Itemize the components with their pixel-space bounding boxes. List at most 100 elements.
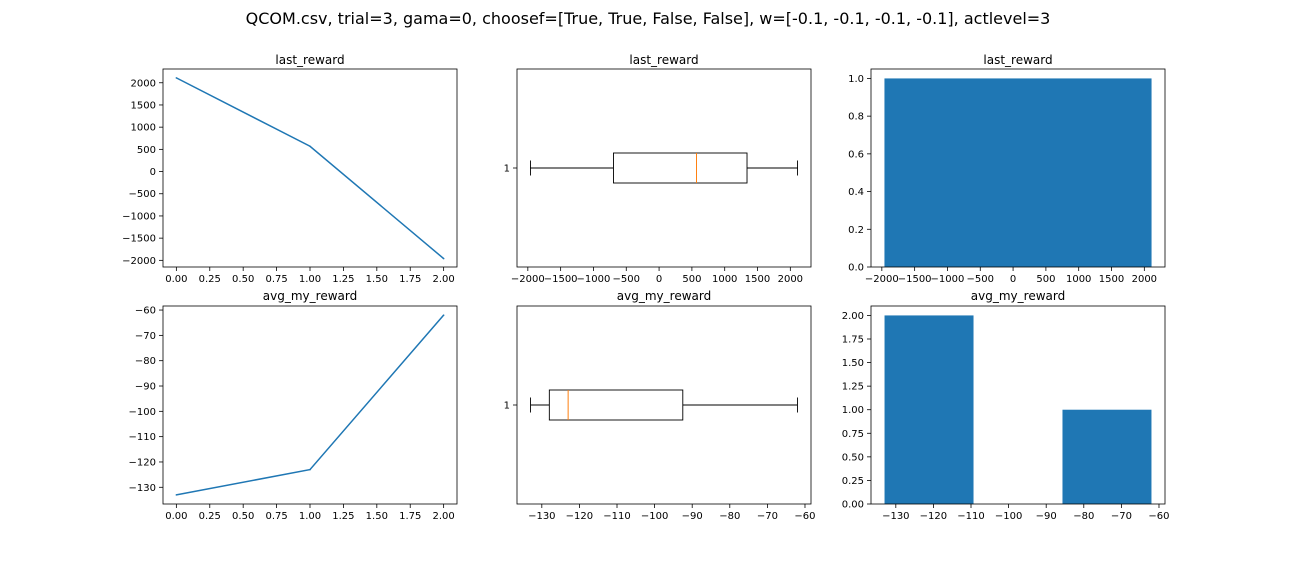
figure-title: QCOM.csv, trial=3, gama=0, choosef=[True… bbox=[246, 9, 1051, 28]
x-tick-label: 1.25 bbox=[332, 511, 354, 522]
plot-title: last_reward bbox=[629, 53, 698, 67]
data-point bbox=[442, 257, 445, 260]
boxplot-last-reward: last_reward −2000−1500−1000 −500 0 500 1000 1… bbox=[504, 53, 812, 285]
x-tick-label: −130 bbox=[882, 511, 909, 522]
x-tick-label: 0.25 bbox=[199, 511, 221, 522]
y-tick-label: −60 bbox=[135, 306, 156, 317]
y-tick-label: 1500 bbox=[131, 100, 156, 111]
y-tick-label: −500 bbox=[129, 189, 156, 200]
histogram-last-reward: last_reward −2000−1500−1000 −500 0 500 1000 1… bbox=[848, 53, 1166, 285]
x-tick-label: −60 bbox=[1148, 511, 1169, 522]
y-tick-label: −2000 bbox=[122, 256, 156, 267]
y-tick-label: 0.6 bbox=[848, 149, 864, 160]
y-tick-label: −1000 bbox=[122, 211, 156, 222]
x-tick-label: 1.75 bbox=[399, 511, 421, 522]
series-line bbox=[176, 314, 445, 496]
x-tick-label: −80 bbox=[1073, 511, 1094, 522]
x-tick-label: −70 bbox=[757, 511, 778, 522]
x-tick-label: 1500 bbox=[745, 274, 770, 285]
x-tick-label: 1.75 bbox=[399, 274, 421, 285]
x-tick-label: 2.00 bbox=[433, 511, 455, 522]
x-tick-label: −130 bbox=[528, 511, 555, 522]
x-tick-label: 1.50 bbox=[366, 511, 388, 522]
x-tick-label: 0.50 bbox=[232, 274, 254, 285]
x-tick-label: −60 bbox=[794, 511, 815, 522]
x-tick-label: −1500 bbox=[544, 274, 578, 285]
x-tick-label: 0.25 bbox=[199, 274, 221, 285]
y-tick-label: −1500 bbox=[122, 234, 156, 245]
histogram-bar bbox=[884, 78, 1152, 267]
y-tick-label: 500 bbox=[137, 145, 156, 156]
x-tick-label: −80 bbox=[719, 511, 740, 522]
x-tick-label: 0.00 bbox=[165, 274, 187, 285]
iqr-box bbox=[613, 152, 748, 184]
x-tick-label: 500 bbox=[1036, 274, 1055, 285]
y-tick-label: 1 bbox=[504, 401, 510, 412]
iqr-box bbox=[548, 389, 684, 421]
x-tick-label: 0 bbox=[656, 274, 662, 285]
y-tick-label: −80 bbox=[135, 356, 156, 367]
x-tick-label: 1000 bbox=[1066, 274, 1091, 285]
histogram-avg-my-reward: avg_my_reward −130 −120 −110 −100 −90 −80 −70 −… bbox=[842, 289, 1170, 522]
y-tick-label: 0.75 bbox=[842, 429, 864, 440]
y-tick-label: −120 bbox=[129, 457, 156, 468]
boxplot-avg-my-reward: avg_my_reward −130 −120 −110 −100 −90 −80 −70 −… bbox=[504, 289, 816, 522]
data-point bbox=[309, 468, 311, 471]
y-tick-label: 1 bbox=[504, 164, 510, 175]
line-plot-last-reward: last_reward 0.00 0.25 0.50 0.75 1.00 1.25 1.50… bbox=[122, 53, 458, 285]
x-tick-label: −100 bbox=[641, 511, 668, 522]
y-tick-label: 0 bbox=[150, 167, 156, 178]
x-tick-label: −70 bbox=[1111, 511, 1132, 522]
plot-title: avg_my_reward bbox=[617, 289, 711, 303]
x-tick-label: 0.75 bbox=[265, 274, 287, 285]
y-tick-label: −110 bbox=[129, 432, 156, 443]
x-tick-label: −500 bbox=[967, 274, 994, 285]
x-tick-label: 1.00 bbox=[299, 274, 321, 285]
x-tick-label: −90 bbox=[682, 511, 703, 522]
x-tick-label: −1500 bbox=[898, 274, 932, 285]
axes-frame bbox=[162, 68, 458, 268]
axes-frame bbox=[162, 305, 458, 505]
y-tick-label: −70 bbox=[135, 331, 156, 342]
x-tick-label: 1.00 bbox=[299, 511, 321, 522]
x-tick-label: −110 bbox=[603, 511, 630, 522]
x-tick-label: 1.25 bbox=[332, 274, 354, 285]
y-tick-label: 0.2 bbox=[848, 225, 864, 236]
x-tick-label: −1000 bbox=[931, 274, 965, 285]
x-tick-label: −120 bbox=[566, 511, 593, 522]
plot-title: last_reward bbox=[275, 53, 344, 67]
x-tick-label: 1500 bbox=[1099, 274, 1124, 285]
y-tick-label: 1.25 bbox=[842, 382, 864, 393]
x-tick-label: 0.00 bbox=[165, 511, 187, 522]
x-tick-label: −120 bbox=[920, 511, 947, 522]
y-tick-label: −100 bbox=[129, 407, 156, 418]
histogram-bar bbox=[884, 315, 974, 504]
y-tick-label: 0.4 bbox=[848, 187, 864, 198]
plot-title: avg_my_reward bbox=[971, 289, 1065, 303]
y-tick-label: 0.00 bbox=[842, 500, 864, 511]
y-tick-label: 1000 bbox=[131, 123, 156, 134]
y-tick-label: 0.25 bbox=[842, 476, 864, 487]
x-tick-label: 2000 bbox=[1132, 274, 1157, 285]
x-tick-label: −110 bbox=[957, 511, 984, 522]
x-tick-label: 2000 bbox=[778, 274, 803, 285]
x-tick-label: 0 bbox=[1010, 274, 1016, 285]
y-tick-label: 1.00 bbox=[842, 405, 864, 416]
y-tick-label: 0.50 bbox=[842, 452, 864, 463]
x-tick-label: −2000 bbox=[511, 274, 545, 285]
y-tick-label: 1.50 bbox=[842, 358, 864, 369]
x-tick-label: 0.50 bbox=[232, 511, 254, 522]
plot-title: avg_my_reward bbox=[263, 289, 357, 303]
x-tick-label: 500 bbox=[682, 274, 701, 285]
y-tick-label: 2.00 bbox=[842, 311, 864, 322]
line-plot-avg-my-reward: avg_my_reward 0.00 0.25 0.50 0.75 1.00 1.25 1.… bbox=[129, 289, 458, 522]
x-tick-label: 2.00 bbox=[433, 274, 455, 285]
x-tick-label: 1.50 bbox=[366, 274, 388, 285]
y-tick-label: 0.0 bbox=[848, 263, 864, 274]
data-point bbox=[309, 145, 311, 148]
y-tick-label: 1.0 bbox=[848, 74, 864, 85]
axes-frame bbox=[870, 68, 1166, 268]
x-tick-label: −100 bbox=[995, 511, 1022, 522]
y-tick-label: 2000 bbox=[131, 78, 156, 89]
y-tick-label: 1.75 bbox=[842, 335, 864, 346]
